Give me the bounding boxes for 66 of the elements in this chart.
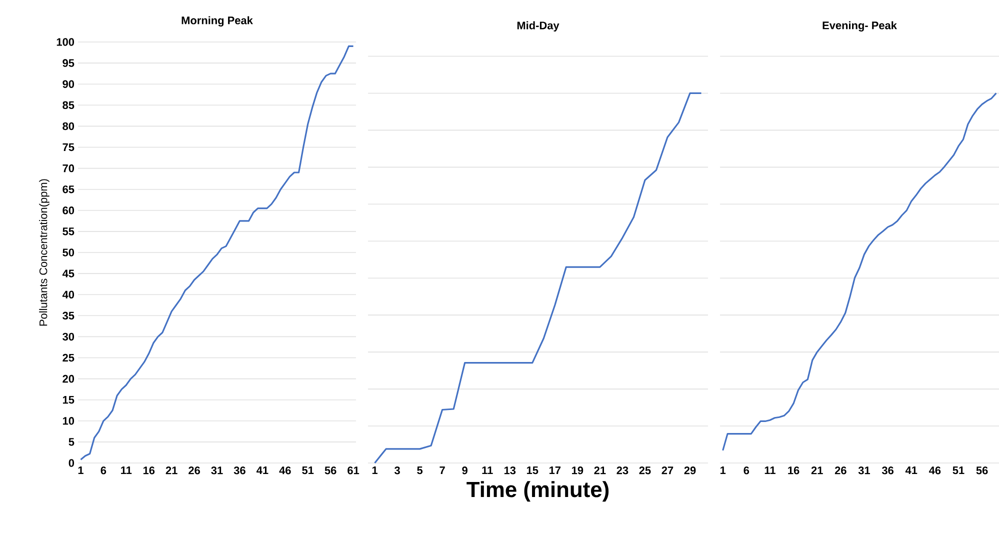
- x-tick-label: 21: [811, 466, 823, 474]
- chart-title: Mid-Day: [517, 21, 560, 32]
- y-tick-label: 0: [68, 459, 74, 467]
- x-tick-label: 15: [526, 466, 538, 474]
- x-tick-label: 61: [348, 466, 360, 474]
- x-tick-label: 13: [504, 466, 516, 474]
- y-tick-label: 20: [62, 374, 74, 383]
- x-tick-label: 41: [256, 466, 268, 474]
- x-tick-label: 1: [720, 466, 726, 474]
- x-tick-label: 9: [462, 466, 468, 474]
- x-tick-label: 21: [166, 466, 178, 474]
- x-tick-label: 7: [440, 466, 445, 474]
- x-tick-label: 25: [639, 466, 651, 474]
- x-axis-title: Time (minute): [466, 481, 609, 502]
- x-tick-label: 3: [394, 466, 400, 474]
- x-tick-label: 41: [905, 466, 918, 474]
- x-tick-label: 5: [417, 466, 423, 474]
- x-tick-label: 17: [549, 466, 560, 474]
- x-tick-label: 46: [928, 466, 941, 474]
- x-tick-label: 6: [744, 466, 750, 474]
- x-tick-label: 23: [616, 466, 628, 474]
- y-tick-label: 10: [62, 417, 74, 425]
- x-tick-label: 36: [882, 466, 894, 474]
- x-tick-label: 31: [858, 466, 870, 474]
- y-tick-label: 95: [62, 59, 74, 67]
- y-tick-label: 65: [62, 185, 74, 194]
- x-tick-label: 51: [302, 466, 314, 474]
- y-tick-label: 15: [62, 396, 74, 404]
- x-tick-label: 29: [684, 466, 696, 474]
- x-tick-label: 16: [143, 466, 155, 474]
- y-tick-label: 100: [56, 38, 74, 46]
- y-tick-label: 40: [62, 290, 74, 298]
- chart-title: Morning Peak: [182, 16, 253, 27]
- x-tick-label: 36: [234, 466, 246, 474]
- x-tick-label: 11: [121, 466, 132, 474]
- x-tick-label: 56: [324, 466, 336, 474]
- x-tick-label: 6: [100, 466, 106, 474]
- y-tick-label: 75: [62, 143, 74, 152]
- x-tick-label: 26: [188, 466, 200, 474]
- y-tick-label: 5: [68, 438, 74, 446]
- x-tick-label: 19: [572, 466, 584, 474]
- y-tick-label: 45: [62, 270, 74, 278]
- y-tick-label: 55: [62, 228, 74, 236]
- x-tick-label: 1: [372, 466, 378, 474]
- y-tick-label: 30: [62, 332, 74, 341]
- x-tick-label: 46: [279, 466, 291, 474]
- chart-title: Evening- Peak: [822, 21, 897, 32]
- y-tick-label: 80: [62, 122, 74, 130]
- x-tick-label: 1: [78, 466, 84, 474]
- y-axis-title: Pollutants Concentration(ppm): [39, 179, 50, 326]
- y-tick-label: 85: [62, 101, 74, 110]
- x-tick-label: 56: [976, 466, 988, 474]
- x-tick-label: 26: [834, 466, 846, 474]
- x-tick-label: 11: [764, 466, 776, 474]
- y-tick-label: 60: [62, 206, 74, 214]
- y-tick-label: 25: [62, 354, 74, 362]
- x-tick-label: 11: [482, 466, 493, 474]
- x-tick-label: 27: [662, 466, 674, 474]
- x-tick-label: 51: [952, 466, 964, 474]
- y-tick-label: 90: [62, 80, 74, 88]
- x-tick-label: 16: [788, 466, 800, 474]
- y-tick-label: 70: [62, 164, 74, 172]
- y-tick-label: 50: [62, 248, 74, 256]
- x-tick-label: 21: [594, 466, 606, 474]
- x-tick-label: 31: [211, 466, 223, 474]
- y-tick-label: 35: [62, 312, 74, 320]
